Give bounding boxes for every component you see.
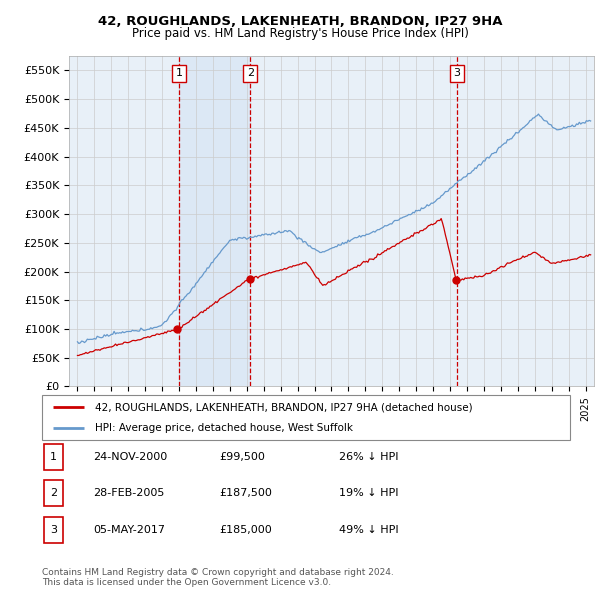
Text: Price paid vs. HM Land Registry's House Price Index (HPI): Price paid vs. HM Land Registry's House …: [131, 27, 469, 40]
Text: This data is licensed under the Open Government Licence v3.0.: This data is licensed under the Open Gov…: [42, 578, 331, 587]
Text: 24-NOV-2000: 24-NOV-2000: [93, 452, 167, 461]
FancyBboxPatch shape: [42, 395, 570, 440]
Text: 49% ↓ HPI: 49% ↓ HPI: [339, 525, 398, 535]
Text: £99,500: £99,500: [219, 452, 265, 461]
Text: 1: 1: [50, 452, 57, 461]
Text: £185,000: £185,000: [219, 525, 272, 535]
FancyBboxPatch shape: [44, 517, 63, 543]
Text: 28-FEB-2005: 28-FEB-2005: [93, 489, 164, 498]
Bar: [179, 56, 250, 386]
Text: 19% ↓ HPI: 19% ↓ HPI: [339, 489, 398, 498]
Text: 42, ROUGHLANDS, LAKENHEATH, BRANDON, IP27 9HA: 42, ROUGHLANDS, LAKENHEATH, BRANDON, IP2…: [98, 15, 502, 28]
FancyBboxPatch shape: [44, 480, 63, 506]
Text: 2: 2: [247, 68, 254, 78]
Text: 05-MAY-2017: 05-MAY-2017: [93, 525, 165, 535]
Text: 3: 3: [50, 525, 57, 535]
Text: 42, ROUGHLANDS, LAKENHEATH, BRANDON, IP27 9HA (detached house): 42, ROUGHLANDS, LAKENHEATH, BRANDON, IP2…: [95, 402, 472, 412]
Text: HPI: Average price, detached house, West Suffolk: HPI: Average price, detached house, West…: [95, 424, 353, 434]
Text: Contains HM Land Registry data © Crown copyright and database right 2024.: Contains HM Land Registry data © Crown c…: [42, 568, 394, 576]
Text: 2: 2: [50, 489, 57, 498]
FancyBboxPatch shape: [44, 444, 63, 470]
Text: 3: 3: [454, 68, 460, 78]
Text: 1: 1: [176, 68, 182, 78]
Text: £187,500: £187,500: [219, 489, 272, 498]
Text: 26% ↓ HPI: 26% ↓ HPI: [339, 452, 398, 461]
